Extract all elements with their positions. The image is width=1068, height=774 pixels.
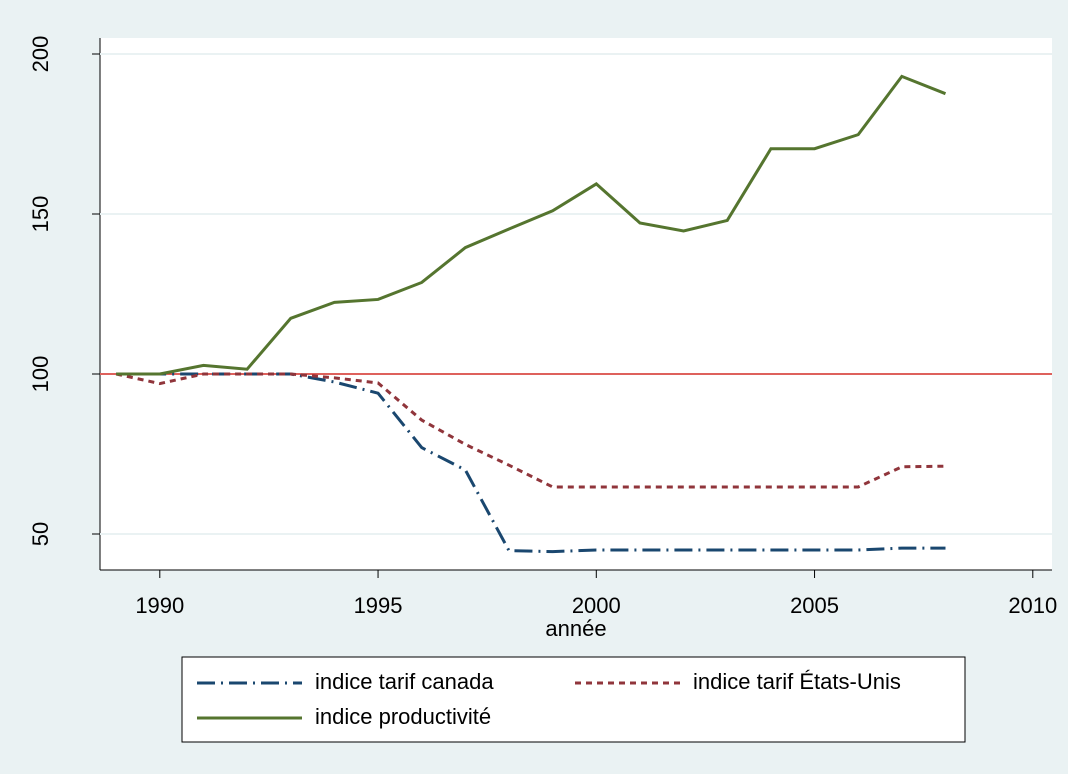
x-tick-label: 2000 xyxy=(572,593,621,618)
y-tick-label: 200 xyxy=(28,36,53,73)
x-tick-label: 1990 xyxy=(135,593,184,618)
x-tick-label: 2010 xyxy=(1008,593,1057,618)
series-line xyxy=(116,372,946,554)
x-tick-label: 2005 xyxy=(790,593,839,618)
y-tick-label: 100 xyxy=(28,356,53,393)
x-axis-label: année xyxy=(545,616,606,641)
y-tick-label: 50 xyxy=(28,522,53,546)
y-tick-label: 150 xyxy=(28,196,53,233)
plot-area xyxy=(100,38,1052,570)
series-line xyxy=(115,372,946,489)
legend-label: indice tarif États-Unis xyxy=(693,669,901,694)
legend-label: indice tarif canada xyxy=(315,669,494,694)
series-line xyxy=(116,74,947,376)
x-tick-label: 1995 xyxy=(354,593,403,618)
legend-label: indice productivité xyxy=(315,704,491,729)
legend xyxy=(181,656,966,743)
